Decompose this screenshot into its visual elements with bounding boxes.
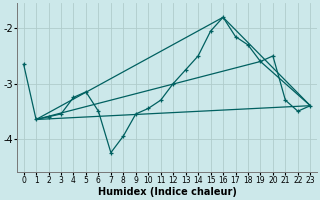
X-axis label: Humidex (Indice chaleur): Humidex (Indice chaleur) <box>98 187 236 197</box>
